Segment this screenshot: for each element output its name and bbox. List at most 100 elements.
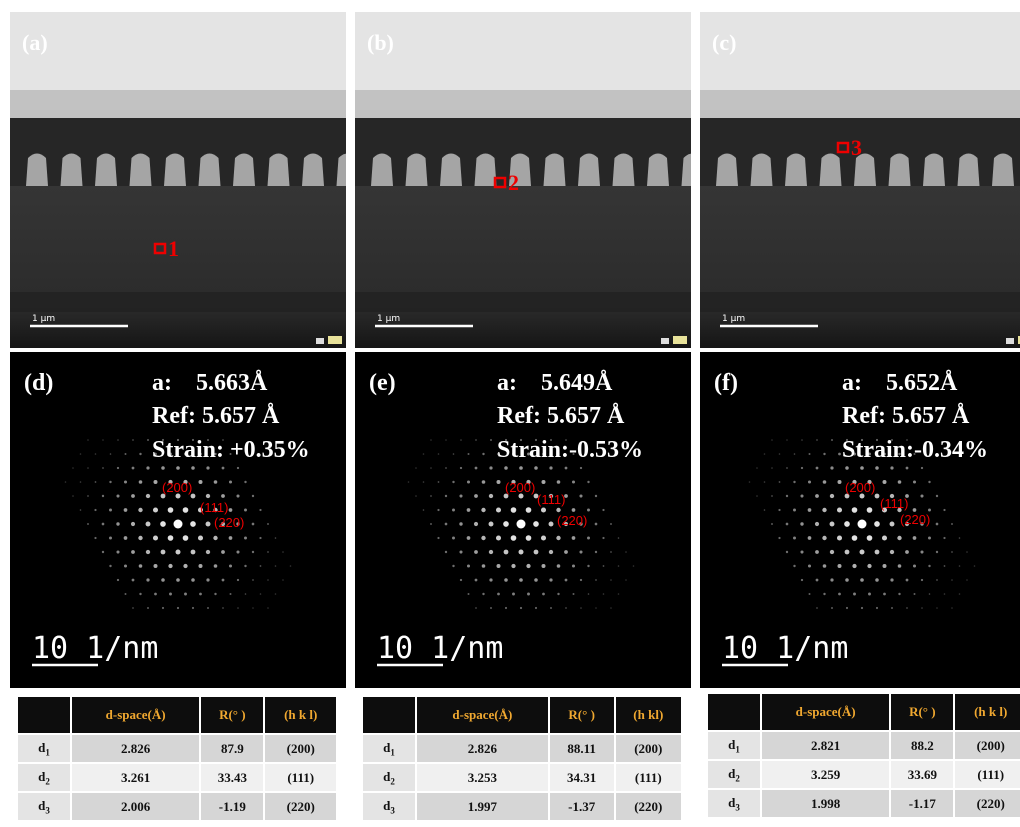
diffraction-spot <box>496 480 500 484</box>
diffraction-spot <box>161 550 166 555</box>
fin <box>199 154 221 187</box>
diffraction-spot <box>214 480 218 484</box>
header-cell: R(° ) <box>201 697 263 733</box>
diffraction-spot <box>852 507 858 513</box>
row-label: d2 <box>708 761 760 788</box>
diffraction-spot <box>831 439 833 441</box>
diffraction-spot <box>244 509 247 512</box>
diffraction-spot <box>520 607 522 609</box>
fin <box>233 154 255 187</box>
diffraction-spot <box>109 565 111 567</box>
diffraction-spot <box>786 439 788 441</box>
diffraction-spot <box>944 593 946 595</box>
diffraction-spot <box>267 607 269 609</box>
diffraction-spot <box>229 564 232 567</box>
diffraction-spot <box>102 523 105 526</box>
diffraction-spot <box>452 537 455 540</box>
diffraction-spot <box>549 466 552 469</box>
diffraction-spot <box>943 537 945 539</box>
table-cell: (111) <box>955 761 1020 788</box>
fin <box>475 154 497 187</box>
diffraction-spot <box>771 495 773 497</box>
diffraction-spot <box>206 494 210 498</box>
diffraction-spot <box>504 550 509 555</box>
fin <box>647 154 669 187</box>
diffraction-spot <box>808 480 811 483</box>
diffraction-spot <box>460 439 462 441</box>
diffraction-spot <box>110 453 112 455</box>
fin <box>26 154 48 187</box>
row-label-subscript: 2 <box>735 773 740 783</box>
diffraction-image: (f)a: 5.652ÅRef: 5.657 ÅStrain:-0.34%(20… <box>700 352 1020 688</box>
cap-layer <box>355 12 691 90</box>
diffraction-spot <box>183 535 189 541</box>
cap-layer <box>10 12 346 90</box>
diffraction-spot <box>837 564 841 568</box>
diffraction-spot <box>526 535 532 541</box>
diffraction-spot <box>221 494 225 498</box>
diffraction-spot <box>244 565 246 567</box>
table-row: d12.82688.11(200) <box>363 735 681 762</box>
header-cell: d-space(Å) <box>72 697 199 733</box>
icon <box>661 338 669 344</box>
diffraction-spot <box>801 467 803 469</box>
diffraction-spot <box>222 467 225 470</box>
diffraction-spot <box>124 564 127 567</box>
diffraction-spot <box>550 607 552 609</box>
lattice-constant: a: 5.652Å <box>842 370 958 396</box>
fin <box>544 154 566 187</box>
table-cell: 2.006 <box>72 793 199 820</box>
diffraction-spot <box>124 480 127 483</box>
diffraction-spot <box>929 593 931 595</box>
row-label: d3 <box>18 793 70 820</box>
diffraction-spot <box>786 495 788 497</box>
diffraction-spot <box>974 565 976 567</box>
diffraction-spot <box>793 509 796 512</box>
table-cell: (111) <box>265 764 336 791</box>
diffraction-spot <box>184 593 187 596</box>
diffraction-spot <box>162 607 164 609</box>
diffraction-spot <box>206 550 210 554</box>
diffraction-spot <box>625 551 627 553</box>
diffraction-spot <box>542 593 545 596</box>
diffraction-spot <box>87 495 89 497</box>
tem-image: (c)31 µm <box>700 12 1020 348</box>
diffraction-spot <box>176 550 181 555</box>
diffraction-spot <box>153 507 158 512</box>
diffraction-spot <box>951 551 953 553</box>
diffraction-spot <box>800 522 803 525</box>
diffraction-spot <box>861 607 863 609</box>
figure: (a)11 µm(d)a: 5.663ÅRef: 5.657 ÅStrain: … <box>0 0 1020 827</box>
diffraction-spot <box>868 593 871 596</box>
marker-number: 3 <box>851 135 862 160</box>
diffraction-spot <box>490 607 492 609</box>
diffraction-spot <box>198 564 202 568</box>
table-row: d23.25334.31(111) <box>363 764 681 791</box>
diffraction-spot <box>467 480 470 483</box>
fin <box>406 154 428 187</box>
diffraction-image: (d)a: 5.663ÅRef: 5.657 ÅStrain: +0.35%(2… <box>10 352 346 688</box>
diffraction-spot <box>207 607 209 609</box>
diffraction-spot <box>169 593 172 596</box>
row-label-subscript: 3 <box>390 805 395 815</box>
diffraction-spot <box>146 466 149 469</box>
diffraction-spot <box>549 578 552 581</box>
diffraction-spot <box>816 439 818 441</box>
cap-layer <box>700 12 1020 90</box>
diffraction-spot <box>602 509 604 511</box>
diffraction-spot <box>267 523 269 525</box>
header-cell: d-space(Å) <box>762 694 889 730</box>
diffraction-spot <box>505 607 507 609</box>
row-label-subscript: 3 <box>45 805 50 815</box>
diffraction-spot <box>838 593 841 596</box>
fin <box>613 154 635 187</box>
diffraction-spot <box>557 593 559 595</box>
diffraction-spot <box>102 467 104 469</box>
diffraction-spot <box>764 509 766 511</box>
row-label: d1 <box>363 735 415 762</box>
table-cell: 33.43 <box>201 764 263 791</box>
diffraction-spot <box>786 467 788 469</box>
diffraction-spot <box>512 593 515 596</box>
diffraction-spot <box>541 480 545 484</box>
diffraction-spot <box>489 522 494 527</box>
